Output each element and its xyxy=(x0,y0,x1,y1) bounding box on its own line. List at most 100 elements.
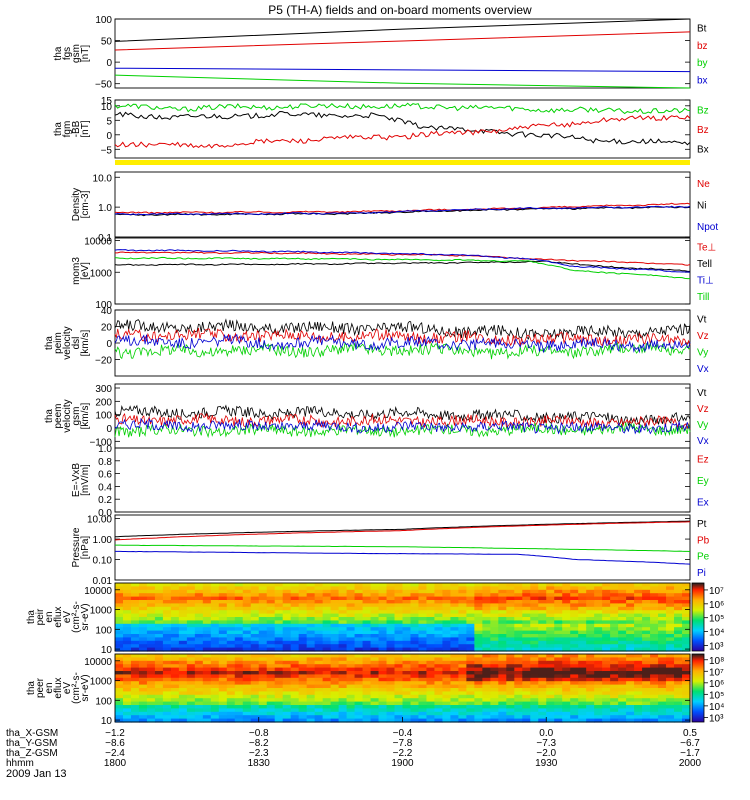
heatmap-cell xyxy=(682,647,691,652)
heatmap-cell xyxy=(115,715,124,720)
y-axis-label: -BB xyxy=(71,120,82,137)
heatmap-cell xyxy=(370,688,380,692)
heatmap-cell xyxy=(434,600,444,604)
heatmap-cell xyxy=(506,708,515,713)
heatmap-cell xyxy=(586,640,595,645)
x-tick-label: −1.7 xyxy=(680,748,700,759)
heatmap-cell xyxy=(546,698,555,703)
heatmap-cell xyxy=(426,647,436,652)
heatmap-cell xyxy=(322,586,332,591)
heatmap-cell xyxy=(258,593,268,598)
heatmap-cell xyxy=(186,715,196,720)
heatmap-cell xyxy=(242,586,252,591)
heatmap-cell xyxy=(474,688,483,692)
heatmap-cell xyxy=(410,691,420,696)
heatmap-cell xyxy=(306,640,316,645)
heatmap-cell xyxy=(250,603,260,608)
heatmap-cell xyxy=(538,586,547,591)
heatmap-cell xyxy=(434,647,444,652)
x-tick-label: −8.6 xyxy=(105,738,125,749)
heatmap-cell xyxy=(442,623,452,628)
heatmap-cell xyxy=(386,627,396,632)
heatmap-cell xyxy=(634,677,643,682)
heatmap-cell xyxy=(538,711,547,716)
heatmap-cell xyxy=(498,644,507,649)
colorbar-tick-label: 10⁷ xyxy=(709,586,724,597)
heatmap-cell xyxy=(170,603,180,608)
heatmap-cell xyxy=(362,637,372,642)
heatmap-cell xyxy=(506,681,515,686)
heatmap-cell xyxy=(138,705,148,709)
heatmap-cell xyxy=(170,674,180,679)
heatmap-cell xyxy=(202,634,212,638)
heatmap-cell xyxy=(418,694,428,699)
heatmap-cell xyxy=(482,681,491,686)
heatmap-cell xyxy=(434,634,444,638)
heatmap-cell xyxy=(146,603,156,608)
heatmap-cell xyxy=(506,664,515,669)
heatmap-cell xyxy=(202,681,212,686)
heatmap-cell xyxy=(506,647,515,652)
heatmap-cell xyxy=(674,586,683,591)
heatmap-cell xyxy=(402,589,412,594)
heatmap-cell xyxy=(258,660,268,665)
heatmap-cell xyxy=(186,705,196,709)
heatmap-cell xyxy=(522,708,531,713)
y-axis-label: peim xyxy=(53,332,64,354)
heatmap-cell xyxy=(218,627,228,632)
y-axis-label: tha xyxy=(53,46,64,60)
heatmap-cell xyxy=(322,691,332,696)
heatmap-cell xyxy=(650,684,659,689)
heatmap-cell xyxy=(314,593,324,598)
heatmap-cell xyxy=(626,708,635,713)
heatmap-cell xyxy=(378,671,388,675)
heatmap-cell xyxy=(418,691,428,696)
heatmap-cell xyxy=(234,596,244,601)
heatmap-cell xyxy=(666,701,675,706)
heatmap-cell xyxy=(242,664,252,669)
heatmap-cell xyxy=(370,715,380,720)
heatmap-cell xyxy=(626,589,635,594)
heatmap-cell xyxy=(634,617,643,621)
heatmap-cell xyxy=(530,654,539,658)
heatmap-cell xyxy=(498,589,507,594)
heatmap-cell xyxy=(298,627,308,632)
heatmap-cell xyxy=(466,657,475,662)
heatmap-cell xyxy=(282,617,292,621)
heatmap-cell xyxy=(538,664,547,669)
heatmap-cell xyxy=(682,623,691,628)
heatmap-cell xyxy=(115,657,124,662)
heatmap-cell xyxy=(530,711,539,716)
heatmap-cell xyxy=(418,610,428,615)
heatmap-cell xyxy=(546,654,555,658)
heatmap-cell xyxy=(666,610,675,615)
heatmap-cell xyxy=(594,688,603,692)
heatmap-cell xyxy=(522,657,531,662)
heatmap-cell xyxy=(626,627,635,632)
heatmap-cell xyxy=(442,684,452,689)
heatmap-cell xyxy=(578,603,587,608)
heatmap-cell xyxy=(458,617,467,621)
heatmap-cell xyxy=(490,630,499,635)
heatmap-cell xyxy=(266,684,276,689)
heatmap-cell xyxy=(450,691,460,696)
heatmap-cell xyxy=(610,674,619,679)
heatmap-cell xyxy=(658,681,667,686)
heatmap-cell xyxy=(322,701,332,706)
heatmap-cell xyxy=(586,718,595,723)
heatmap-cell xyxy=(266,627,276,632)
panel-velocity2: 3002001000−100thapeemvelocitygsm[km/s]Vt… xyxy=(44,383,709,449)
heatmap-cell xyxy=(274,586,284,591)
heatmap-cell xyxy=(378,593,388,598)
heatmap-cell xyxy=(546,681,555,686)
heatmap-cell xyxy=(338,681,348,686)
heatmap-cell xyxy=(186,711,196,716)
heatmap-cell xyxy=(138,586,148,591)
heatmap-cell xyxy=(258,623,268,628)
heatmap-cell xyxy=(450,617,460,621)
heatmap-cell xyxy=(130,627,140,632)
heatmap-cell xyxy=(594,681,603,686)
heatmap-cell xyxy=(626,603,635,608)
heatmap-cell xyxy=(274,654,284,658)
